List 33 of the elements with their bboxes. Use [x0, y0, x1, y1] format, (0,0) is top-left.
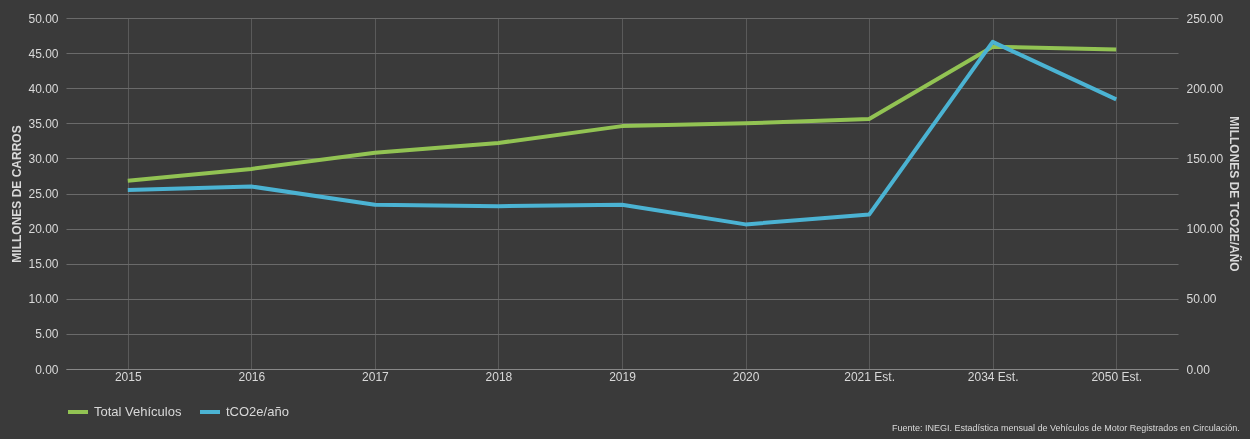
y-tick-label: 40.00: [28, 81, 59, 96]
x-tick-label: 2015: [114, 369, 142, 384]
x-tick-label: 2019: [609, 369, 637, 384]
y2-tick-label: 100.00: [1186, 222, 1224, 237]
x-tick-label: 2034 Est.: [967, 369, 1019, 384]
y-tick-label: 50.00: [28, 11, 59, 26]
y-tick-label: 15.00: [28, 257, 59, 272]
y2-tick-label: 150.00: [1186, 151, 1224, 166]
x-tick-label: 2018: [485, 369, 513, 384]
y-tick-label: 25.00: [28, 187, 59, 201]
y-tick-label: 5.00: [35, 327, 59, 342]
x-tick-label: 2050 Est.: [1091, 369, 1143, 384]
y-axis-title: MILLONES DE CARROS: [10, 125, 25, 263]
line-series: [125, 39, 1119, 227]
y-tick-label: 20.00: [28, 222, 59, 237]
y2-tick-label: 50.00: [1186, 292, 1217, 307]
y-tick-label: 45.00: [28, 46, 59, 61]
y2-tick-label: 200.00: [1186, 81, 1224, 96]
y-tick-label: 30.00: [28, 151, 59, 166]
source-note: Fuente: INEGI. Estadística mensual de Vehículos de Motor Registrados en Circulación.: [892, 423, 1240, 433]
y-tick-label: 0.00: [35, 362, 59, 377]
legend-label: Total Vehículos: [94, 404, 182, 419]
x-tick-label: 2017: [362, 369, 390, 384]
y2-tick-label: 250.00: [1186, 11, 1224, 26]
line-series: [125, 44, 1119, 183]
y2-tick-label: 0.00: [1186, 362, 1211, 377]
x-tick-label: 2020: [732, 369, 760, 384]
y2-axis-title: MILLONES DE TCO2E/AÑO: [1227, 116, 1243, 272]
x-tick-label: 2021 Est.: [844, 369, 895, 384]
y-tick-label: 35.00: [28, 116, 59, 131]
y-tick-label: 10.00: [28, 292, 59, 307]
x-tick-label: 2016: [238, 369, 266, 384]
legend-label: tCO2e/año: [226, 404, 289, 419]
